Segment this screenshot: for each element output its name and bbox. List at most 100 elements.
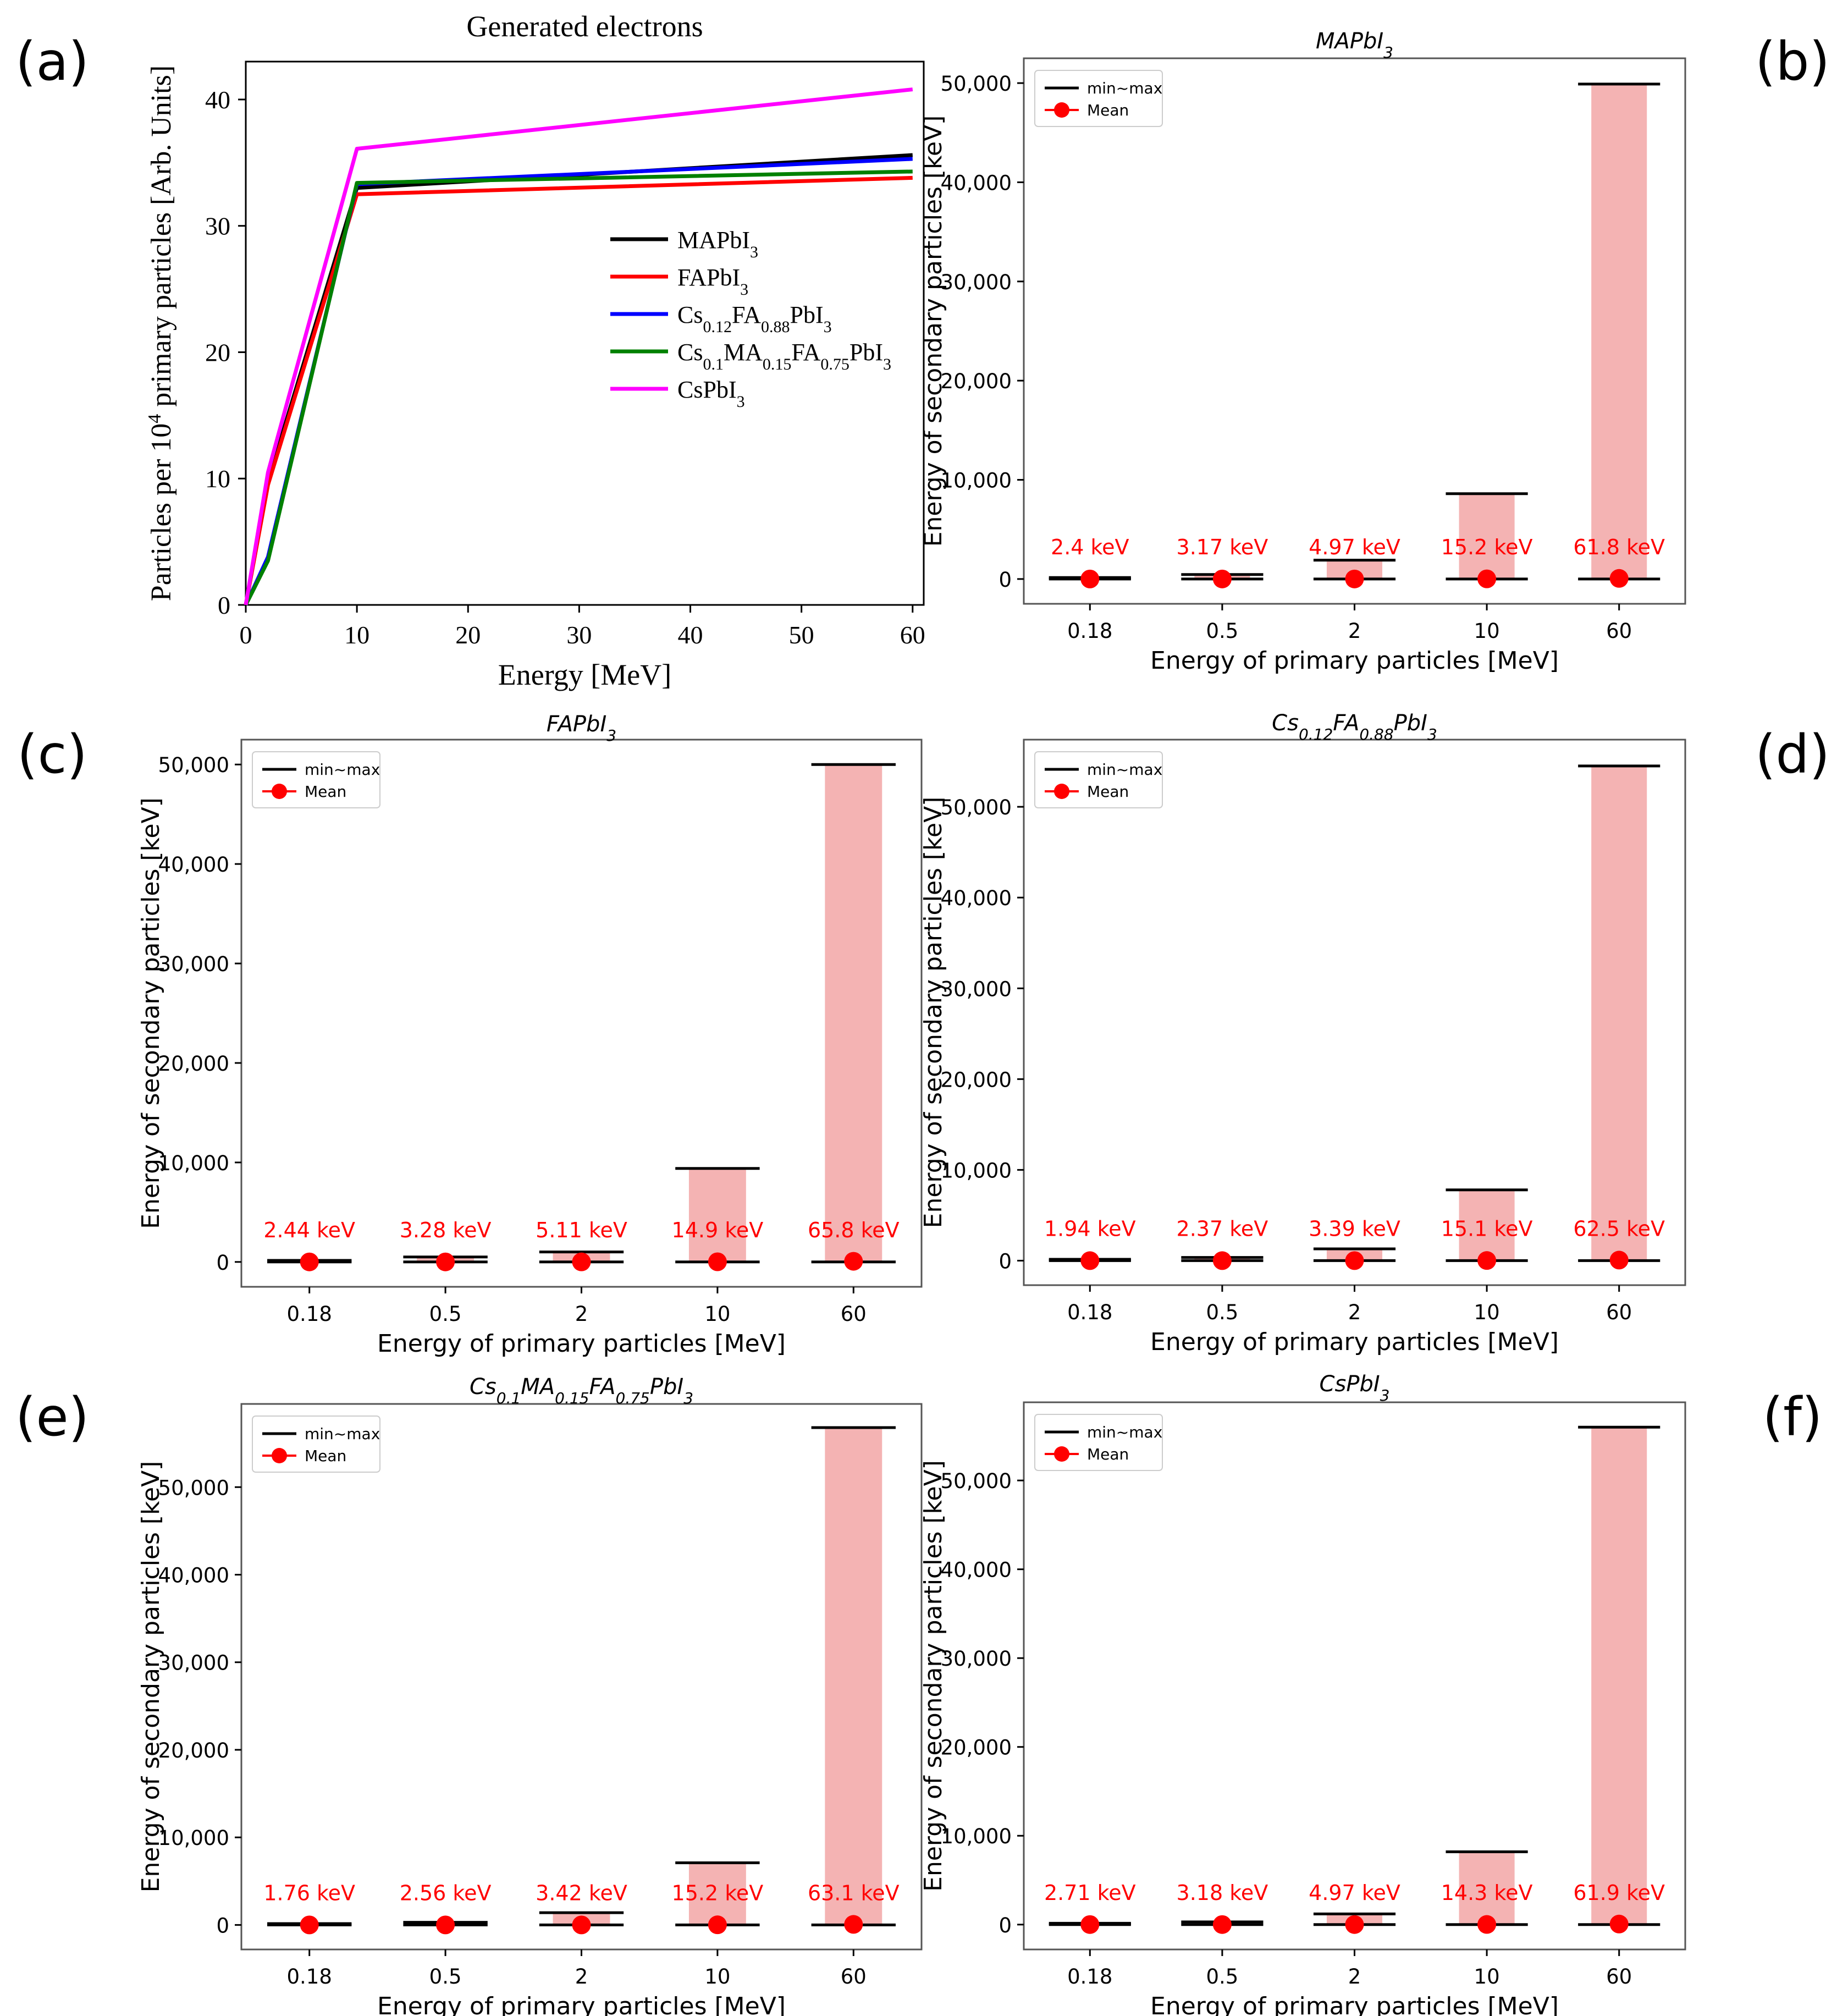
legend-label: Mean <box>305 1447 346 1465</box>
x-tick-label: 10 <box>704 1965 730 1989</box>
legend-label: Mean <box>305 783 346 801</box>
range-bar <box>1459 1189 1515 1261</box>
mean-marker <box>1345 1251 1364 1270</box>
mean-marker <box>1477 1915 1497 1934</box>
x-tick-label: 0.18 <box>1067 1965 1112 1989</box>
x-tick-label: 30 <box>566 621 592 649</box>
legend-label: FAPbI3 <box>677 264 748 299</box>
mean-value-label: 3.28 keV <box>400 1218 492 1242</box>
x-tick-label: 60 <box>1606 619 1632 643</box>
mean-marker <box>300 1252 319 1271</box>
chart-title: FAPbI3 <box>547 712 616 745</box>
subscript-text: 0.75 <box>820 355 849 373</box>
x-tick-label: 40 <box>678 621 703 649</box>
legend-swatch-mean <box>1054 102 1069 118</box>
formula-text: PbI <box>790 301 823 328</box>
mean-marker <box>844 1915 863 1934</box>
range-bar <box>1459 493 1515 579</box>
mean-value-label: 2.4 keV <box>1051 535 1129 559</box>
x-tick-label: 0.5 <box>1206 1301 1238 1324</box>
y-tick-label: 50,000 <box>941 796 1012 819</box>
y-tick-label: 10,000 <box>158 1826 229 1850</box>
y-tick-label: 20,000 <box>941 1068 1012 1092</box>
legend-label: min~max <box>1087 1423 1162 1441</box>
mean-value-label: 65.8 keV <box>808 1218 900 1242</box>
formula-text: PbI <box>849 339 883 366</box>
mean-value-label: 5.11 keV <box>536 1218 627 1242</box>
mean-marker <box>1212 1915 1232 1934</box>
y-tick-label: 30,000 <box>941 271 1012 294</box>
range-bar <box>688 1863 746 1925</box>
y-axis-label: Energy of secondary particles [keV] <box>919 797 947 1229</box>
y-axis-label: Energy of secondary particles [keV] <box>919 115 947 547</box>
formula-text: PbI <box>1394 710 1427 736</box>
subscript-text: 0.15 <box>763 355 792 373</box>
formula-text: MAPbI <box>1316 29 1383 54</box>
subscript-text: 0.75 <box>616 1389 650 1407</box>
subscript-text: 0.12 <box>1299 725 1333 743</box>
y-axis-label: Energy of secondary particles [keV] <box>137 797 165 1229</box>
y-tick-label: 40,000 <box>941 886 1012 910</box>
formula-text: FA <box>589 1374 616 1400</box>
x-tick-label: 60 <box>1606 1965 1632 1989</box>
legend-label: MAPbI3 <box>677 227 758 261</box>
plot-frame <box>1023 739 1686 1286</box>
x-axis-label: Energy of primary particles [MeV] <box>377 1330 786 1358</box>
range-bar <box>1591 84 1647 579</box>
legend-swatch-mean <box>272 1448 287 1463</box>
y-tick-label: 40,000 <box>158 853 229 877</box>
mean-value-label: 3.18 keV <box>1177 1881 1268 1905</box>
mean-value-label: 15.1 keV <box>1441 1216 1533 1241</box>
y-tick-label: 40,000 <box>941 171 1012 195</box>
x-tick-label: 0 <box>240 621 252 649</box>
y-tick-label: 20,000 <box>158 1052 229 1076</box>
chart-title: MAPbI3 <box>1316 29 1393 62</box>
formula-text: FAPbI <box>677 264 740 291</box>
x-tick-label: 2 <box>575 1965 588 1989</box>
mean-value-label: 15.2 keV <box>672 1881 764 1905</box>
y-tick-label: 0 <box>216 1251 229 1275</box>
y-tick-label: 20 <box>205 338 230 366</box>
y-tick-label: 10,000 <box>941 1159 1012 1182</box>
legend-label: Mean <box>1087 101 1129 119</box>
mean-marker <box>1609 1914 1629 1934</box>
x-tick-label: 0.5 <box>1206 619 1238 643</box>
x-tick-label: 50 <box>789 621 814 649</box>
mean-marker <box>844 1252 863 1271</box>
formula-text: CsPbI <box>677 376 737 403</box>
mean-value-label: 63.1 keV <box>808 1881 900 1905</box>
mean-marker <box>1345 1915 1364 1934</box>
legend-swatch-mean <box>1054 784 1069 799</box>
mean-value-label: 2.44 keV <box>263 1218 355 1242</box>
mean-marker <box>1477 1251 1497 1270</box>
formula-text: CsPbI <box>1320 1371 1380 1397</box>
mean-value-label: 2.37 keV <box>1177 1216 1268 1241</box>
legend-label: Cs0.12FA0.88PbI3 <box>677 301 832 336</box>
y-tick-label: 40,000 <box>158 1563 229 1587</box>
subscript-text: 0.88 <box>1359 725 1393 743</box>
legend-label: min~max <box>1087 79 1162 97</box>
mean-marker <box>708 1252 727 1271</box>
y-axis-label: Particles per 104 primary particles [Arb… <box>145 65 178 601</box>
legend-label: min~max <box>305 1425 380 1443</box>
chart-e: Cs0.1MA0.15FA0.75PbI3 0 10,000 20,000 30,000… <box>137 1374 923 2016</box>
panel-label: (d) <box>1755 724 1826 785</box>
x-axis-label: Energy of primary particles [MeV] <box>1150 1328 1559 1356</box>
mean-marker <box>1477 569 1497 588</box>
x-tick-label: 0.18 <box>287 1965 332 1989</box>
subscript-text: 3 <box>883 355 891 373</box>
y-tick-label: 10,000 <box>941 469 1012 493</box>
formula-text: MA <box>724 339 763 366</box>
x-tick-label: 0.18 <box>1067 1301 1112 1324</box>
range-bar <box>1591 1427 1647 1925</box>
mean-marker <box>1609 1251 1629 1270</box>
subscript-text: 3 <box>750 243 758 261</box>
x-tick-label: 10 <box>704 1302 730 1326</box>
subscript-text: 0.88 <box>761 318 790 336</box>
x-axis-label: Energy [MeV] <box>498 658 671 691</box>
chart-d: Cs0.12FA0.88PbI3 0 10,000 20,000 30,000 40,00… <box>919 710 1686 1356</box>
y-tick-label: 20,000 <box>941 1736 1012 1760</box>
mean-value-label: 4.97 keV <box>1309 1881 1400 1905</box>
y-tick-label: 30 <box>205 212 230 240</box>
x-tick-label: 2 <box>1348 619 1361 643</box>
